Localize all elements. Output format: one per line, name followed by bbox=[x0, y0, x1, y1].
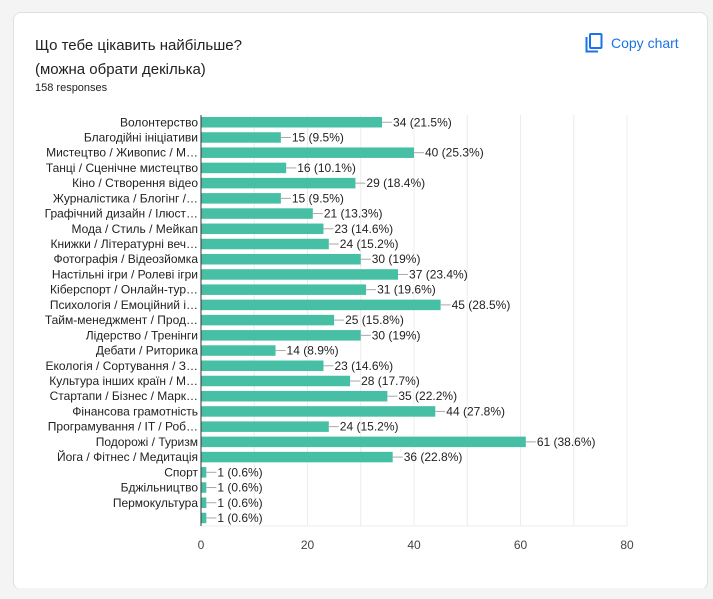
bar bbox=[201, 284, 367, 295]
x-tick-label: 0 bbox=[198, 538, 205, 552]
data-label: 35 (22.2%) bbox=[398, 389, 457, 403]
category-label: Екологія / Сортування / З… bbox=[46, 359, 198, 373]
bar bbox=[201, 421, 329, 432]
bar bbox=[201, 269, 399, 280]
data-label: 21 (13.3%) bbox=[324, 207, 383, 221]
category-label: Настільні ігри / Ролеві ігри bbox=[52, 267, 198, 281]
bar bbox=[201, 208, 313, 219]
x-tick-label: 60 bbox=[514, 538, 528, 552]
bar bbox=[201, 314, 335, 326]
x-tick-label: 80 bbox=[620, 538, 634, 552]
category-label: Подорожі / Туризм bbox=[96, 435, 198, 449]
bar bbox=[201, 223, 324, 235]
data-label: 14 (8.9%) bbox=[287, 344, 339, 358]
bar bbox=[201, 497, 207, 508]
bar bbox=[201, 177, 356, 189]
category-label: Журналістика / Блогінг /… bbox=[53, 191, 198, 205]
data-label: 25 (15.8%) bbox=[345, 313, 404, 327]
category-label: Психологія / Емоційний і… bbox=[50, 298, 198, 312]
category-label: Книжки / Літературні веч… bbox=[50, 237, 198, 251]
bar bbox=[201, 330, 361, 341]
copy-chart-button[interactable]: Copy chart bbox=[585, 30, 679, 56]
data-label: 28 (17.7%) bbox=[361, 374, 420, 388]
data-label: 24 (15.2%) bbox=[340, 237, 399, 251]
bar bbox=[201, 299, 441, 311]
question-title-line2: (можна обрати декілька) bbox=[35, 61, 206, 78]
x-tick-label: 20 bbox=[301, 538, 315, 552]
bar bbox=[201, 451, 393, 463]
data-label: 1 (0.6%) bbox=[217, 496, 262, 510]
data-label: 16 (10.1%) bbox=[297, 161, 356, 175]
data-label: 37 (23.4%) bbox=[409, 267, 468, 281]
data-label: 23 (14.6%) bbox=[334, 222, 393, 236]
data-label: 1 (0.6%) bbox=[217, 511, 262, 525]
category-label: Танці / Сценічне мистецтво bbox=[46, 161, 198, 175]
question-title-line1: Що тебе цікавить найбільше? bbox=[35, 37, 242, 54]
bar bbox=[201, 117, 383, 128]
bar bbox=[201, 132, 281, 143]
bar bbox=[201, 375, 351, 387]
category-label: Тайм-менеджмент / Прод… bbox=[45, 313, 198, 327]
category-label: Кіно / Створення відео bbox=[72, 176, 198, 190]
bar bbox=[201, 238, 329, 250]
bar bbox=[201, 345, 276, 356]
bar bbox=[201, 193, 281, 204]
bar bbox=[201, 390, 388, 402]
category-label: Благодійні ініціативи bbox=[84, 130, 198, 144]
copy-chart-label: Copy chart bbox=[611, 35, 679, 51]
bar bbox=[201, 360, 324, 372]
data-label: 45 (28.5%) bbox=[452, 298, 511, 312]
category-label: Стартапи / Бізнес / Марк… bbox=[50, 389, 198, 403]
data-label: 31 (19.6%) bbox=[377, 283, 436, 297]
data-label: 29 (18.4%) bbox=[366, 176, 425, 190]
bars bbox=[200, 115, 526, 526]
category-label: Волонтерство bbox=[120, 115, 198, 129]
data-label: 34 (21.5%) bbox=[393, 115, 452, 129]
bar bbox=[201, 436, 526, 448]
data-label: 23 (14.6%) bbox=[334, 359, 393, 373]
category-label: Програмування / IT / Роб… bbox=[48, 420, 198, 434]
data-label: 61 (38.6%) bbox=[537, 435, 596, 449]
page-background-strip bbox=[0, 588, 713, 599]
category-label: Фінансова грамотність bbox=[72, 404, 198, 418]
copy-icon bbox=[585, 33, 603, 53]
x-tick-label: 40 bbox=[407, 538, 421, 552]
data-label: 40 (25.3%) bbox=[425, 146, 484, 160]
x-axis-ticks: 0 20 40 60 80 bbox=[198, 538, 634, 552]
data-label: 30 (19%) bbox=[372, 328, 421, 342]
data-label: 44 (27.8%) bbox=[446, 404, 505, 418]
bar bbox=[201, 467, 207, 478]
data-label: 15 (9.5%) bbox=[292, 191, 344, 205]
category-label: Спорт bbox=[164, 465, 198, 479]
category-label: Мистецтво / Живопис / М… bbox=[46, 146, 198, 160]
data-labels: 34 (21.5%) 15 (9.5%) 40 (25.3%) 16 (10.1%) 2… bbox=[206, 115, 596, 525]
bar bbox=[201, 147, 414, 158]
category-label: Культура інших країн / М… bbox=[49, 374, 198, 388]
data-label: 1 (0.6%) bbox=[217, 481, 262, 495]
category-label: Графічний дизайн / Ілюст… bbox=[45, 207, 198, 221]
question-title: Що тебе цікавить найбільше? (можна обрат… bbox=[35, 34, 242, 82]
category-label: Пермокультура bbox=[113, 496, 199, 510]
bar bbox=[201, 406, 436, 417]
data-label: 1 (0.6%) bbox=[217, 465, 262, 479]
data-label: 24 (15.2%) bbox=[340, 420, 399, 434]
category-label: Йога / Фітнес / Медитація bbox=[57, 449, 198, 464]
data-label: 36 (22.8%) bbox=[404, 450, 463, 464]
category-label: Кіберспорт / Онлайн-тур… bbox=[50, 283, 198, 297]
category-label: Лідерство / Тренінги bbox=[86, 328, 198, 342]
category-label: Дебати / Риторика bbox=[96, 344, 199, 358]
bar bbox=[201, 253, 361, 265]
category-label: Фотографія / Відеозйомка bbox=[53, 252, 198, 266]
bar bbox=[201, 482, 207, 493]
data-label: 15 (9.5%) bbox=[292, 130, 344, 144]
bar bbox=[201, 512, 207, 524]
category-label: Бджільництво bbox=[121, 481, 199, 495]
data-label: 30 (19%) bbox=[372, 252, 421, 266]
category-label: Мода / Стиль / Мейкап bbox=[71, 222, 198, 236]
bar bbox=[201, 162, 287, 174]
responses-count: 158 responses bbox=[35, 82, 108, 94]
